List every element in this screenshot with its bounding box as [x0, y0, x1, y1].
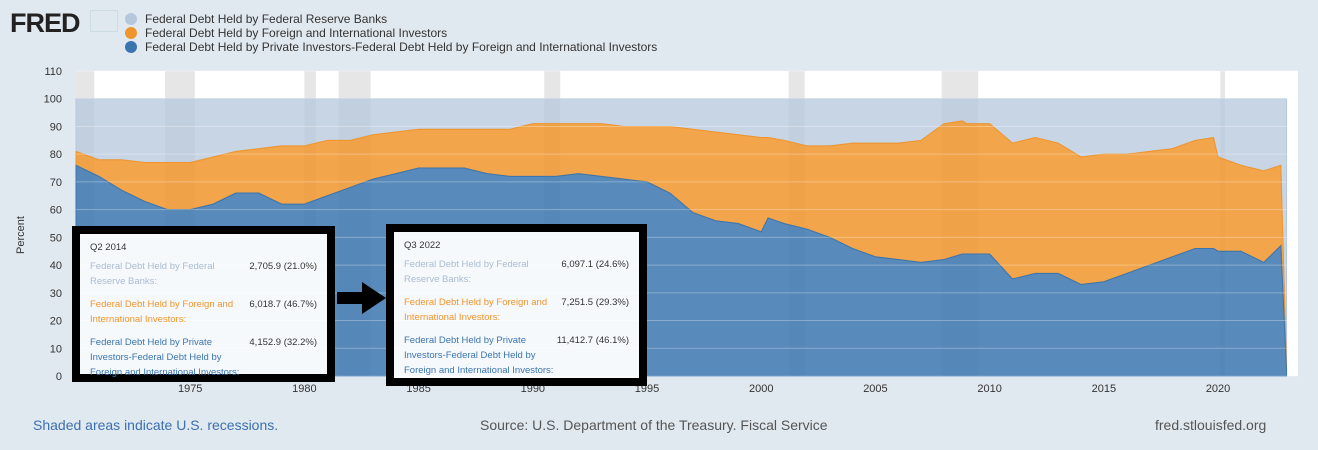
tooltip-q3-2022: Q3 2022 Federal Debt Held by Federal Res… — [386, 224, 647, 386]
y-tick-label: 10 — [50, 343, 62, 355]
chart-logo-icon — [90, 10, 118, 32]
dot-icon — [125, 27, 137, 39]
x-tick-label: 1995 — [635, 383, 659, 395]
y-tick-label: 20 — [50, 316, 62, 328]
tooltip-value: 6,018.7 (46.7%) — [249, 299, 317, 310]
tooltip-q2-2014: Q2 2014 Federal Debt Held by Federal Res… — [72, 226, 335, 382]
legend-item-private[interactable]: Federal Debt Held by Private Investors-F… — [125, 40, 657, 54]
tooltip-title: Q2 2014 — [90, 242, 127, 253]
legend: Federal Debt Held by Federal Reserve Ban… — [125, 12, 657, 54]
tooltip-value: 6,097.1 (24.6%) — [561, 259, 629, 270]
dot-icon — [125, 13, 137, 25]
x-tick-label: 2015 — [1092, 383, 1116, 395]
legend-label: Federal Debt Held by Private Investors-F… — [145, 40, 658, 54]
x-tick-label: 2000 — [749, 383, 773, 395]
tooltip-label: Federal Debt Held by Private Investors-F… — [90, 337, 240, 378]
tooltip-title: Q3 2022 — [404, 240, 441, 251]
tooltip-value: 7,251.5 (29.3%) — [561, 297, 629, 308]
y-tick-label: 90 — [50, 121, 62, 133]
tooltip-value: 11,412.7 (46.1%) — [556, 335, 629, 346]
y-tick-label: 60 — [50, 205, 62, 217]
y-axis-label: Percent — [15, 216, 27, 254]
tooltip-label: Federal Debt Held by Private Investors-F… — [404, 335, 554, 376]
dot-icon — [125, 41, 137, 53]
legend-item-foreign[interactable]: Federal Debt Held by Foreign and Interna… — [125, 26, 657, 40]
tooltip-value: 4,152.9 (32.2%) — [249, 337, 317, 348]
tooltip-label: Federal Debt Held by Federal Reserve Ban… — [404, 259, 529, 285]
legend-label: Federal Debt Held by Federal Reserve Ban… — [145, 12, 388, 26]
source-text: Source: U.S. Department of the Treasury.… — [480, 417, 828, 433]
chart[interactable]: 0 10 20 30 40 50 60 70 80 90 100 110 1975 1980 1985 199… — [0, 0, 1318, 410]
x-tick-label: 1975 — [178, 383, 202, 395]
tooltip-label: Federal Debt Held by Federal Reserve Ban… — [90, 261, 215, 287]
fred-logo[interactable]: FRED — [10, 8, 80, 38]
y-tick-label: 70 — [50, 177, 62, 189]
y-tick-label: 50 — [50, 232, 62, 244]
tooltip-label: Federal Debt Held by Foreign and Interna… — [404, 297, 548, 323]
y-tick-label: 30 — [50, 288, 62, 300]
x-tick-label: 1985 — [406, 383, 430, 395]
tooltip-value: 2,705.9 (21.0%) — [249, 261, 317, 272]
x-tick-label: 2020 — [1206, 383, 1230, 395]
x-tick-label: 1980 — [292, 383, 316, 395]
y-tick-label: 40 — [50, 260, 62, 272]
y-tick-label: 110 — [44, 66, 62, 78]
x-tick-label: 1990 — [521, 383, 545, 395]
x-tick-label: 2005 — [863, 383, 887, 395]
site-link[interactable]: fred.stlouisfed.org — [1155, 417, 1267, 433]
tooltip-label: Federal Debt Held by Foreign and Interna… — [90, 299, 234, 325]
y-tick-label: 0 — [56, 371, 62, 383]
legend-label: Federal Debt Held by Foreign and Interna… — [145, 26, 448, 40]
y-tick-label: 100 — [44, 94, 62, 106]
recessions-note[interactable]: Shaded areas indicate U.S. recessions. — [33, 417, 279, 433]
y-tick-label: 80 — [50, 149, 62, 161]
legend-item-fed[interactable]: Federal Debt Held by Federal Reserve Ban… — [125, 12, 657, 26]
x-tick-label: 2010 — [977, 383, 1001, 395]
